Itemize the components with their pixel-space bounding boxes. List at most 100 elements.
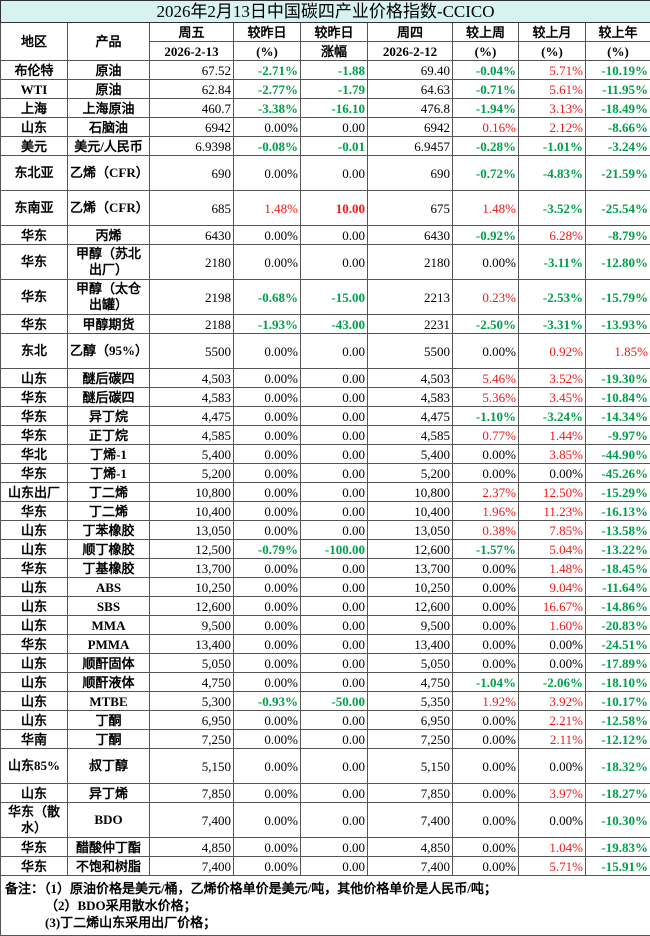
cell-mom-pct: -4.83% (519, 156, 586, 191)
cell-fri-price: 7,250 (150, 730, 234, 749)
cell-dod-abs: 0.00 (301, 245, 368, 280)
cell-yoy-pct: -45.26% (586, 464, 650, 483)
cell-fri-price: 10,250 (150, 578, 234, 597)
cell-yoy-pct: -44.90% (586, 445, 650, 464)
cell-dod-pct: 0.00% (234, 838, 301, 857)
cell-fri-price: 6942 (150, 118, 234, 137)
cell-dod-abs: 0.00 (301, 426, 368, 445)
cell-dod-abs: -1.79 (301, 80, 368, 99)
cell-yoy-pct: -18.10% (586, 673, 650, 692)
cell-fri-price: 685 (150, 191, 234, 226)
header-yoy-unit: (%) (586, 42, 650, 61)
cell-fri-price: 2180 (150, 245, 234, 280)
cell-product: 丁基橡胶 (68, 559, 150, 578)
cell-fri-price: 7,400 (150, 857, 234, 876)
header-wow-unit: (%) (453, 42, 519, 61)
cell-thu-price: 5,350 (368, 692, 453, 711)
cell-product: 不饱和树脂 (68, 857, 150, 876)
cell-region: 华东 (1, 407, 68, 426)
cell-fri-price: 5,050 (150, 654, 234, 673)
cell-dod-pct: -2.77% (234, 80, 301, 99)
header-thu: 周四 (368, 23, 453, 42)
cell-wow-pct: -0.72% (453, 156, 519, 191)
cell-thu-price: 6.9457 (368, 137, 453, 156)
cell-dod-abs: -1.88 (301, 61, 368, 80)
cell-dod-pct: -0.79% (234, 540, 301, 559)
cell-mom-pct: 3.52% (519, 369, 586, 388)
cell-mom-pct: 3.85% (519, 445, 586, 464)
cell-wow-pct: 0.00% (453, 616, 519, 635)
cell-region: 华南 (1, 730, 68, 749)
cell-wow-pct: 0.00% (453, 635, 519, 654)
cell-wow-pct: -0.04% (453, 61, 519, 80)
cell-fri-price: 12,600 (150, 597, 234, 616)
cell-product: 异丁烷 (68, 407, 150, 426)
header-product: 产品 (68, 23, 150, 61)
cell-product: 甲醇（太仓出罐） (68, 280, 150, 315)
header-dod-pct-unit: (%) (234, 42, 301, 61)
cell-dod-abs: -0.01 (301, 137, 368, 156)
cell-mom-pct: -2.53% (519, 280, 586, 315)
cell-fri-price: 67.52 (150, 61, 234, 80)
cell-thu-price: 13,700 (368, 559, 453, 578)
cell-fri-price: 5500 (150, 334, 234, 369)
cell-dod-pct: 0.00% (234, 654, 301, 673)
header-dod-abs-unit: 涨幅 (301, 42, 368, 61)
cell-mom-pct: 3.97% (519, 784, 586, 803)
cell-thu-price: 7,400 (368, 803, 453, 838)
cell-mom-pct: 1.04% (519, 838, 586, 857)
cell-mom-pct: 16.67% (519, 597, 586, 616)
cell-fri-price: 10,400 (150, 502, 234, 521)
cell-product: 乙烯（CFR） (68, 156, 150, 191)
cell-thu-price: 476.8 (368, 99, 453, 118)
cell-product: 异丁烯 (68, 784, 150, 803)
header-dod-pct: 较昨日 (234, 23, 301, 42)
cell-product: MMA (68, 616, 150, 635)
cell-wow-pct: 0.00% (453, 464, 519, 483)
cell-fri-price: 4,583 (150, 388, 234, 407)
cell-yoy-pct: -13.93% (586, 315, 650, 334)
cell-yoy-pct: -18.27% (586, 784, 650, 803)
cell-thu-price: 69.40 (368, 61, 453, 80)
cell-product: 醚后碳四 (68, 388, 150, 407)
cell-thu-price: 4,585 (368, 426, 453, 445)
cell-thu-price: 2213 (368, 280, 453, 315)
cell-wow-pct: -1.10% (453, 407, 519, 426)
table-title: 2026年2月13日中国碳四产业价格指数-CCICO (1, 1, 650, 23)
header-dod-abs: 较昨日 (301, 23, 368, 42)
header-wow: 较上周 (453, 23, 519, 42)
cell-wow-pct: 0.00% (453, 245, 519, 280)
cell-thu-price: 4,750 (368, 673, 453, 692)
cell-mom-pct: 9.04% (519, 578, 586, 597)
cell-region: 华东（散水） (1, 803, 68, 838)
cell-dod-pct: 0.00% (234, 784, 301, 803)
cell-fri-price: 10,800 (150, 483, 234, 502)
cell-dod-pct: 0.00% (234, 711, 301, 730)
cell-region: 东北亚 (1, 156, 68, 191)
cell-product: 乙醇（95%） (68, 334, 150, 369)
cell-wow-pct: -1.57% (453, 540, 519, 559)
cell-dod-pct: -0.08% (234, 137, 301, 156)
cell-dod-pct: -3.38% (234, 99, 301, 118)
cell-fri-price: 4,503 (150, 369, 234, 388)
cell-mom-pct: 3.45% (519, 388, 586, 407)
cell-region: 山东出厂 (1, 483, 68, 502)
cell-mom-pct: 2.21% (519, 711, 586, 730)
cell-product: PMMA (68, 635, 150, 654)
cell-product: 顺酐液体 (68, 673, 150, 692)
cell-dod-abs: 0.00 (301, 673, 368, 692)
cell-product: 顺丁橡胶 (68, 540, 150, 559)
cell-dod-abs: 10.00 (301, 191, 368, 226)
cell-fri-price: 13,400 (150, 635, 234, 654)
